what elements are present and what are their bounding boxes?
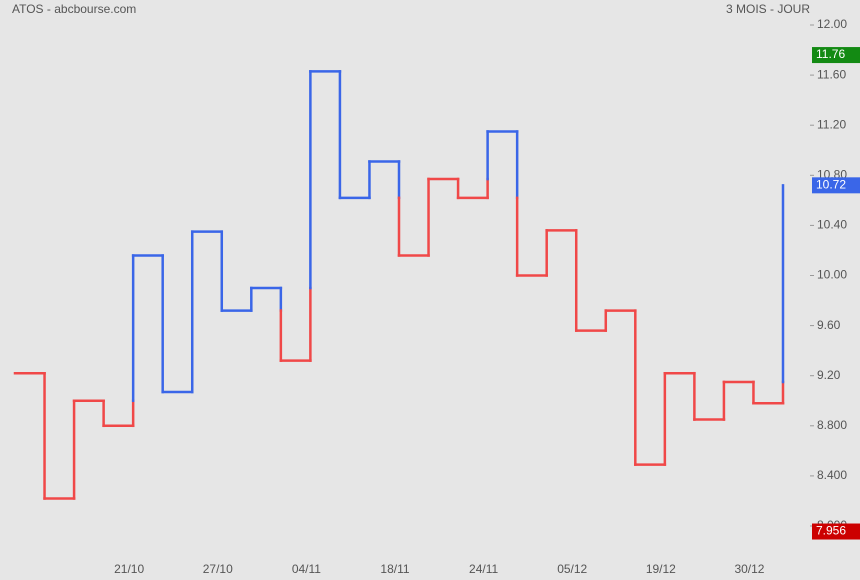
x-tick-label: 24/11 xyxy=(469,562,498,576)
chart-title: ATOS - abcbourse.com xyxy=(12,2,136,16)
chart-subtitle: 3 MOIS - JOUR xyxy=(726,2,810,16)
x-tick-label: 30/12 xyxy=(734,562,764,576)
x-tick-label: 18/11 xyxy=(380,562,409,576)
y-tick-label: 8.400 xyxy=(817,468,847,482)
price-tag xyxy=(812,523,860,540)
price-tag-label: 11.76 xyxy=(816,47,845,61)
x-tick-label: 27/10 xyxy=(203,562,233,576)
y-tick-label: 9.60 xyxy=(817,318,841,332)
x-tick-label: 04/11 xyxy=(292,562,321,576)
y-tick-label: 11.20 xyxy=(817,117,846,131)
x-tick-label: 19/12 xyxy=(646,562,676,576)
y-tick-label: 12.00 xyxy=(817,17,847,31)
y-tick-label: 8.800 xyxy=(817,418,847,432)
x-tick-label: 05/12 xyxy=(557,562,587,576)
y-tick-label: 11.60 xyxy=(817,67,846,81)
price-tag xyxy=(812,47,860,64)
y-tick-label: 9.20 xyxy=(817,368,841,382)
price-tag-label: 7.956 xyxy=(816,524,846,538)
x-tick-label: 21/10 xyxy=(114,562,144,576)
price-tag xyxy=(812,177,860,194)
y-tick-label: 10.00 xyxy=(817,268,847,282)
price-tag-label: 10.72 xyxy=(816,177,846,191)
y-tick-label: 10.40 xyxy=(817,218,847,232)
